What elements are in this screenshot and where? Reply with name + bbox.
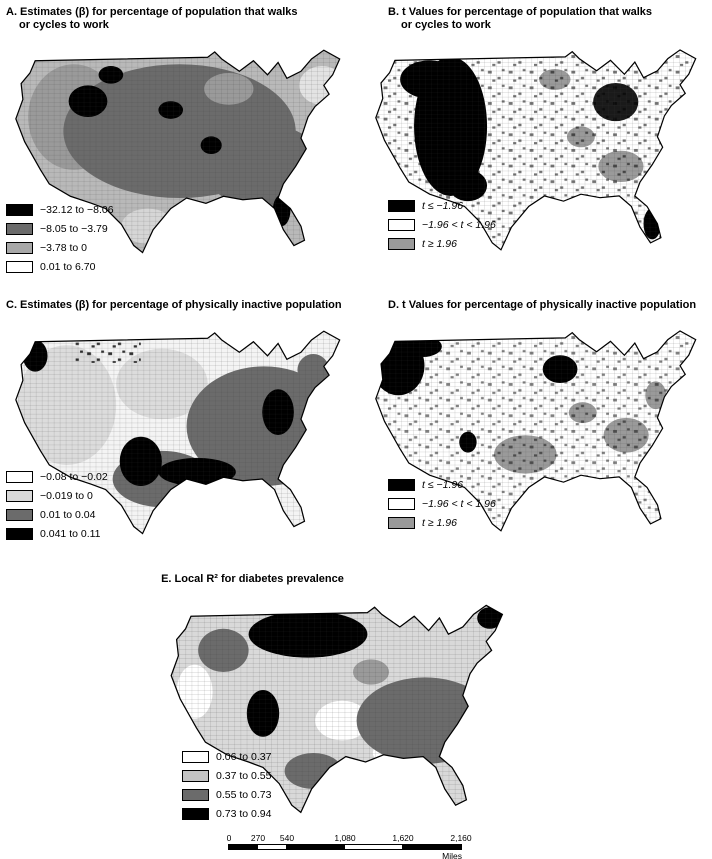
- panel-e-title-line1: E. Local R² for diabetes prevalence: [161, 573, 344, 585]
- legend-item: −3.78 to 0: [6, 238, 114, 257]
- scale-bar-strip: [228, 844, 462, 850]
- panel-a: A. Estimates (β) for percentage of popul…: [0, 0, 356, 295]
- legend-label: −0.019 to 0: [40, 489, 93, 502]
- legend-swatch: [388, 516, 415, 529]
- legend-item: t ≤ −1.96: [388, 475, 496, 494]
- legend-item: 0.73 to 0.94: [182, 804, 271, 823]
- legend-label: t ≤ −1.96: [422, 478, 464, 491]
- panel-d-legend: t ≤ −1.96 −1.96 < t < 1.96 t ≥ 1.96: [388, 475, 496, 532]
- legend-label: −32.12 to −8.06: [40, 203, 114, 216]
- legend-item: 0.37 to 0.55: [182, 766, 271, 785]
- legend-label: t ≤ −1.96: [422, 199, 464, 212]
- panel-d: D. t Values for percentage of physically…: [356, 295, 712, 565]
- legend-swatch: [388, 497, 415, 510]
- legend-label: 0.041 to 0.11: [40, 527, 101, 540]
- legend-swatch: [182, 788, 209, 801]
- panel-a-title: A. Estimates (β) for percentage of popul…: [6, 6, 298, 32]
- legend-swatch: [6, 489, 33, 502]
- scale-bar-labels: 0 270 540 1,080 1,620 2,160: [226, 833, 472, 843]
- panel-a-title-line2: or cycles to work: [19, 19, 109, 31]
- legend-swatch: [388, 199, 415, 212]
- legend-swatch: [182, 807, 209, 820]
- legend-swatch: [388, 218, 415, 231]
- legend-item: −32.12 to −8.06: [6, 200, 114, 219]
- legend-item: 0.01 to 6.70: [6, 257, 114, 276]
- legend-item: t ≥ 1.96: [388, 513, 496, 532]
- legend-swatch: [182, 769, 209, 782]
- panel-b-title: B. t Values for percentage of population…: [388, 6, 652, 32]
- panel-d-title: D. t Values for percentage of physically…: [388, 299, 696, 312]
- panel-c-title: C. Estimates (β) for percentage of physi…: [6, 299, 342, 312]
- legend-label: 0.73 to 0.94: [216, 807, 272, 820]
- scale-tick: 1,080: [334, 833, 356, 843]
- scale-tick: 2,160: [450, 833, 472, 843]
- scale-tick: 270: [250, 833, 266, 843]
- panel-e-title: E. Local R² for diabetes prevalence: [0, 573, 505, 586]
- legend-swatch: [6, 260, 33, 273]
- legend-item: −8.05 to −3.79: [6, 219, 114, 238]
- legend-item: 0.06 to 0.37: [182, 747, 271, 766]
- legend-label: t ≥ 1.96: [422, 516, 457, 529]
- scale-bar: 0 270 540 1,080 1,620 2,160 Miles: [226, 833, 472, 859]
- legend-item: t ≥ 1.96: [388, 234, 496, 253]
- legend-swatch: [388, 237, 415, 250]
- scale-unit: Miles: [442, 851, 462, 859]
- map-b: [374, 49, 697, 251]
- panel-a-legend: −32.12 to −8.06 −8.05 to −3.79 −3.78 to …: [6, 200, 114, 276]
- legend-label: 0.37 to 0.55: [216, 769, 272, 782]
- legend-swatch: [6, 241, 33, 254]
- legend-swatch: [182, 750, 209, 763]
- panel-b-title-line2: or cycles to work: [401, 19, 491, 31]
- panel-c-title-line1: C. Estimates (β) for percentage of physi…: [6, 299, 342, 311]
- panel-c-legend: −0.08 to −0.02 −0.019 to 0 0.01 to 0.04 …: [6, 467, 108, 543]
- legend-item: 0.01 to 0.04: [6, 505, 108, 524]
- legend-label: 0.55 to 0.73: [216, 788, 272, 801]
- panel-c: C. Estimates (β) for percentage of physi…: [0, 295, 356, 565]
- legend-item: t ≤ −1.96: [388, 196, 496, 215]
- legend-item: 0.55 to 0.73: [182, 785, 271, 804]
- scale-tick: 0: [226, 833, 232, 843]
- legend-label: t ≥ 1.96: [422, 237, 457, 250]
- legend-swatch: [388, 478, 415, 491]
- legend-label: 0.06 to 0.37: [216, 750, 272, 763]
- scale-tick: 540: [279, 833, 295, 843]
- legend-item: −0.019 to 0: [6, 486, 108, 505]
- panel-b: B. t Values for percentage of population…: [356, 0, 712, 295]
- legend-label: −8.05 to −3.79: [40, 222, 108, 235]
- panel-b-title-line1: B. t Values for percentage of population…: [388, 6, 653, 18]
- legend-swatch: [6, 470, 33, 483]
- map-c: [14, 330, 341, 535]
- legend-swatch: [6, 203, 33, 216]
- scale-tick: 1,620: [392, 833, 414, 843]
- legend-label: 0.01 to 0.04: [40, 508, 96, 521]
- panel-b-legend: t ≤ −1.96 −1.96 < t < 1.96 t ≥ 1.96: [388, 196, 496, 253]
- legend-label: 0.01 to 6.70: [40, 260, 96, 273]
- panel-e-legend: 0.06 to 0.37 0.37 to 0.55 0.55 to 0.73 0…: [182, 747, 271, 823]
- legend-item: 0.041 to 0.11: [6, 524, 108, 543]
- legend-label: −1.96 < t < 1.96: [422, 218, 496, 231]
- panel-d-title-line1: D. t Values for percentage of physically…: [388, 299, 697, 311]
- legend-label: −3.78 to 0: [40, 241, 87, 254]
- legend-swatch: [6, 527, 33, 540]
- map-e: [170, 604, 504, 814]
- panel-a-title-line1: A. Estimates (β) for percentage of popul…: [6, 6, 298, 18]
- legend-item: −1.96 < t < 1.96: [388, 215, 496, 234]
- map-a: [14, 49, 341, 254]
- legend-item: −0.08 to −0.02: [6, 467, 108, 486]
- panel-e: E. Local R² for diabetes prevalence: [0, 565, 712, 859]
- legend-label: −0.08 to −0.02: [40, 470, 108, 483]
- legend-swatch: [6, 508, 33, 521]
- legend-item: −1.96 < t < 1.96: [388, 494, 496, 513]
- map-d: [374, 330, 697, 532]
- legend-label: −1.96 < t < 1.96: [422, 497, 496, 510]
- legend-swatch: [6, 222, 33, 235]
